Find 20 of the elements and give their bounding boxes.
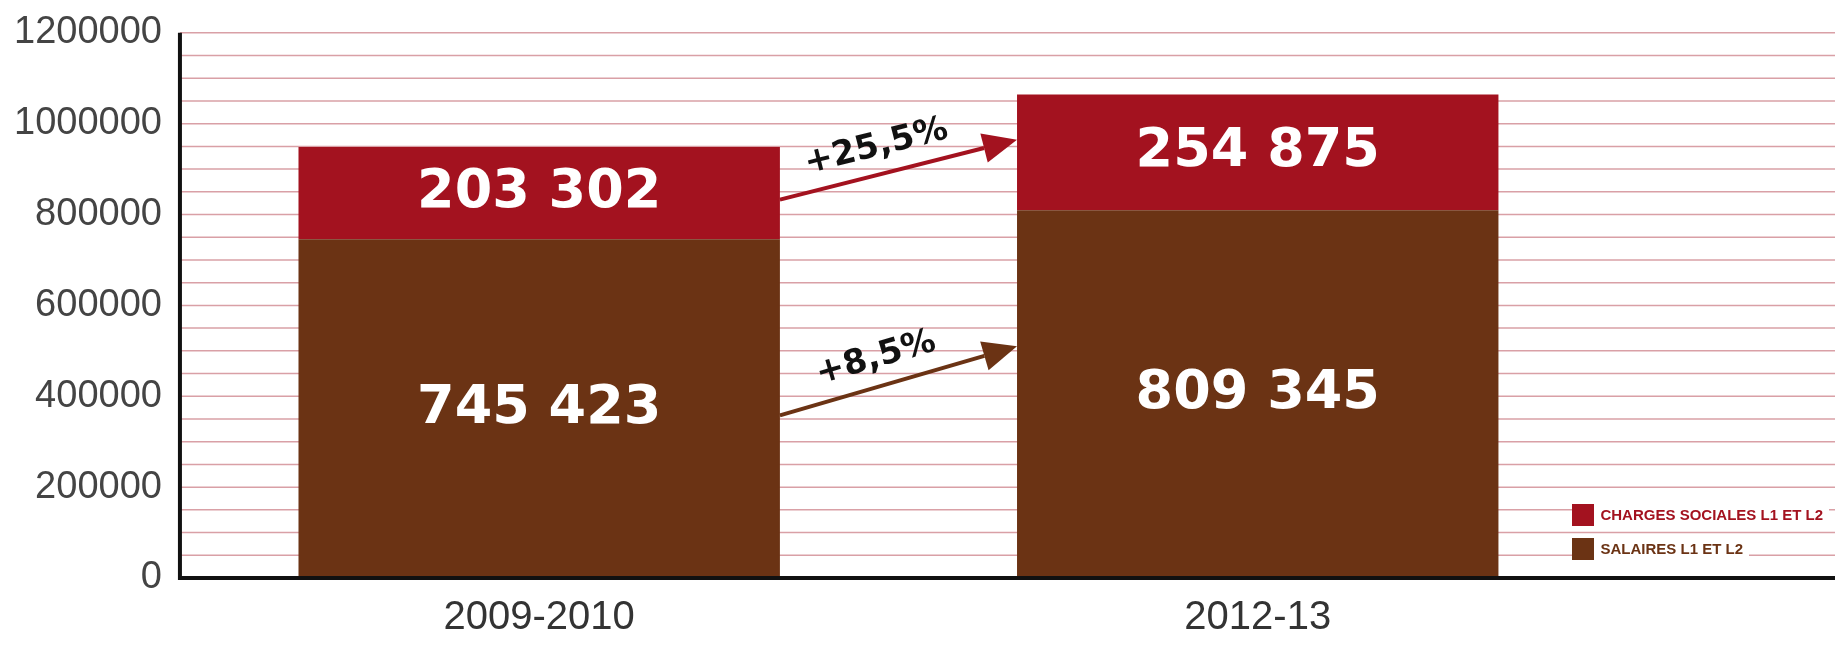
x-tick-label: 2012-13 — [1184, 593, 1332, 638]
y-tick-label: 1200000 — [14, 9, 162, 52]
legend-label: CHARGES SOCIALES L1 ET L2 — [1594, 502, 1829, 528]
y-tick-label: 600000 — [35, 281, 162, 324]
y-tick-label: 800000 — [35, 191, 162, 234]
bar — [1017, 94, 1499, 211]
y-tick-label: 200000 — [35, 463, 162, 506]
y-tick-label: 400000 — [35, 372, 162, 415]
x-tick-label: 2009-2010 — [443, 593, 635, 638]
data-label: 254 875 — [1135, 116, 1380, 180]
data-label: 203 302 — [417, 157, 662, 221]
y-tick-label: 1000000 — [14, 100, 162, 143]
data-label: 809 345 — [1135, 358, 1380, 422]
legend-label: SALAIRES L1 ET L2 — [1594, 536, 1749, 562]
data-label: 745 423 — [417, 372, 662, 436]
bar — [1017, 210, 1499, 578]
y-tick-label: 0 — [140, 554, 162, 597]
annotation: +8,5% — [810, 318, 940, 392]
bar — [298, 239, 780, 578]
annotation: +25,5% — [799, 106, 952, 182]
